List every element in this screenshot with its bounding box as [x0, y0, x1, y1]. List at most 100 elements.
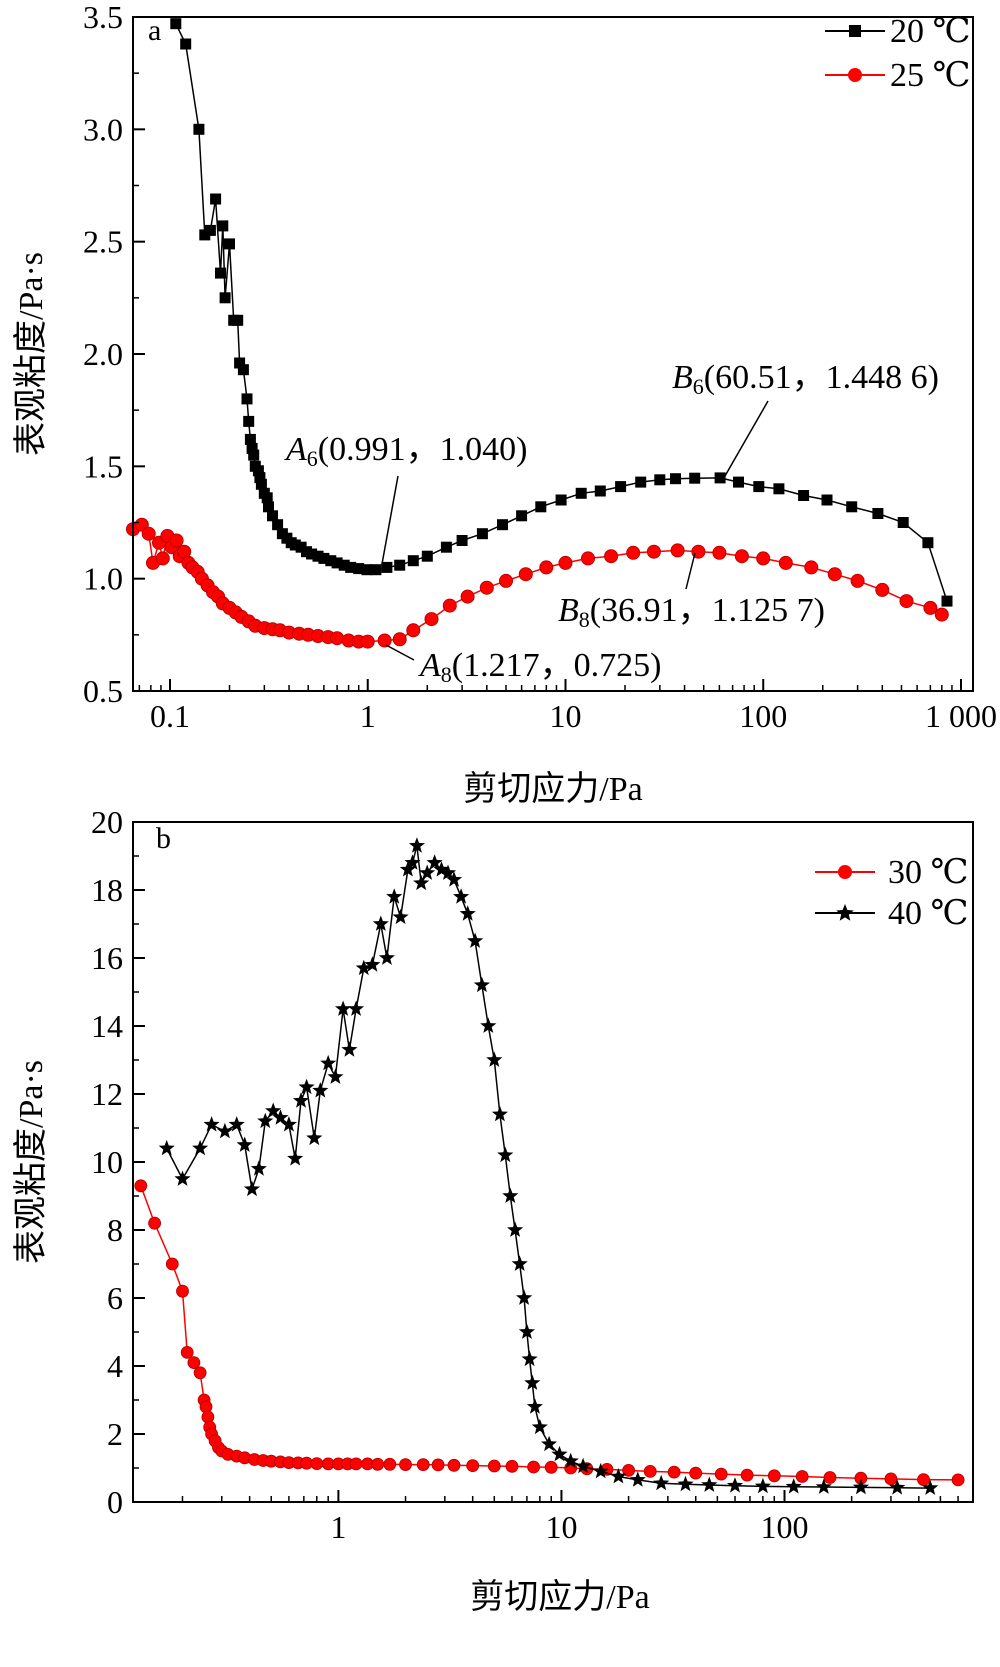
data-point — [615, 481, 627, 493]
legend-label-25c: 25 ℃ — [890, 57, 971, 94]
data-point — [386, 888, 403, 904]
data-point — [219, 292, 231, 304]
panel-b-x-axis-title: 剪切应力/Pa — [470, 1578, 649, 1616]
data-point — [210, 193, 222, 205]
data-point — [773, 483, 785, 495]
data-point — [263, 501, 274, 513]
panel-a-legend-item-20c: 20 ℃ — [825, 13, 971, 50]
y-tick-label: 14 — [91, 1008, 123, 1044]
data-point — [320, 1054, 337, 1071]
data-point — [875, 582, 890, 597]
data-point — [531, 1418, 548, 1435]
panel-a-legend: 20 ℃ 25 ℃ — [825, 13, 971, 94]
data-point — [413, 874, 430, 891]
data-point — [250, 1160, 267, 1176]
series-30c — [134, 1179, 965, 1487]
data-point — [312, 550, 324, 562]
data-point — [327, 1068, 344, 1084]
data-point — [460, 589, 475, 604]
data-point — [424, 612, 439, 627]
data-point — [193, 1366, 207, 1380]
data-point — [815, 1478, 832, 1494]
data-point — [899, 594, 914, 609]
data-point — [670, 543, 685, 558]
data-point — [353, 563, 365, 575]
series-20c — [170, 18, 953, 607]
data-point — [440, 541, 452, 553]
data-point — [255, 478, 267, 490]
data-point — [267, 510, 278, 522]
data-point — [846, 501, 858, 513]
legend-marker-circle — [838, 865, 852, 879]
data-point — [852, 1478, 869, 1495]
data-point — [689, 472, 701, 484]
data-point — [392, 632, 407, 647]
panel-a-axes: 0.1 1 10 100 1 000 0.5 1.0 1.5 2.0 2.5 3.0 3.5 — [83, 0, 997, 734]
panel-b-legend: 30 ℃ 40 ℃ — [815, 854, 969, 932]
data-point — [261, 492, 273, 504]
data-point — [941, 595, 953, 607]
x-tick-label: 10 — [545, 1509, 577, 1545]
annotation-leader-a6 — [381, 475, 399, 565]
data-point — [243, 1180, 261, 1197]
data-point — [670, 473, 681, 485]
data-point — [689, 1466, 703, 1480]
data-point — [453, 888, 470, 904]
data-point — [134, 1179, 148, 1193]
data-point — [804, 560, 819, 575]
y-tick-label: 16 — [91, 940, 123, 976]
data-point — [654, 474, 666, 486]
data-point — [404, 854, 421, 870]
data-point — [431, 1458, 445, 1472]
data-point — [555, 494, 567, 506]
data-point — [754, 1477, 771, 1494]
data-point — [228, 1116, 245, 1132]
data-point — [446, 871, 463, 887]
data-point — [635, 476, 647, 488]
data-point — [165, 1257, 179, 1271]
data-point — [306, 1129, 323, 1146]
data-point — [753, 481, 765, 493]
panel-a-plot-area: 0.1 1 10 100 1 000 0.5 1.0 1.5 2.0 2.5 3.0 3.5 — [83, 0, 997, 734]
data-point — [575, 1457, 592, 1474]
data-point — [466, 1459, 480, 1472]
data-point — [330, 631, 345, 646]
data-point — [922, 537, 934, 549]
data-point — [653, 1474, 670, 1491]
data-point — [187, 1356, 201, 1369]
data-point — [310, 1457, 324, 1470]
data-point — [467, 932, 484, 948]
data-point — [381, 561, 393, 573]
data-point — [141, 526, 156, 541]
data-point — [241, 393, 253, 405]
data-point — [248, 449, 260, 461]
data-point — [785, 1478, 802, 1494]
data-point — [192, 1139, 209, 1156]
panel-b-plot-area: 1 10 100 0 2 4 6 8 10 12 14 16 18 20 — [91, 804, 974, 1545]
legend-label-20c: 20 ℃ — [890, 13, 971, 50]
data-point — [626, 545, 641, 560]
data-point — [394, 559, 406, 571]
data-point — [272, 1109, 289, 1125]
data-point — [734, 549, 749, 564]
data-point — [712, 545, 727, 560]
data-point — [562, 1452, 579, 1469]
data-point — [371, 1457, 385, 1471]
data-point — [539, 560, 554, 575]
panel-a-series-layer — [126, 18, 953, 649]
data-point — [923, 600, 938, 615]
data-point — [714, 1467, 728, 1481]
data-point — [516, 1289, 533, 1305]
y-tick-label: 8 — [107, 1212, 123, 1248]
data-point — [318, 552, 330, 564]
y-tick-label: 3.0 — [83, 111, 123, 147]
x-tick-label: 1 — [330, 1509, 346, 1545]
panel-b-series-layer — [134, 837, 965, 1495]
data-point — [594, 485, 606, 497]
data-point — [174, 1170, 191, 1186]
data-point — [934, 607, 949, 622]
data-point — [280, 1116, 297, 1132]
series-line — [166, 845, 931, 1489]
series-25c — [126, 517, 949, 649]
